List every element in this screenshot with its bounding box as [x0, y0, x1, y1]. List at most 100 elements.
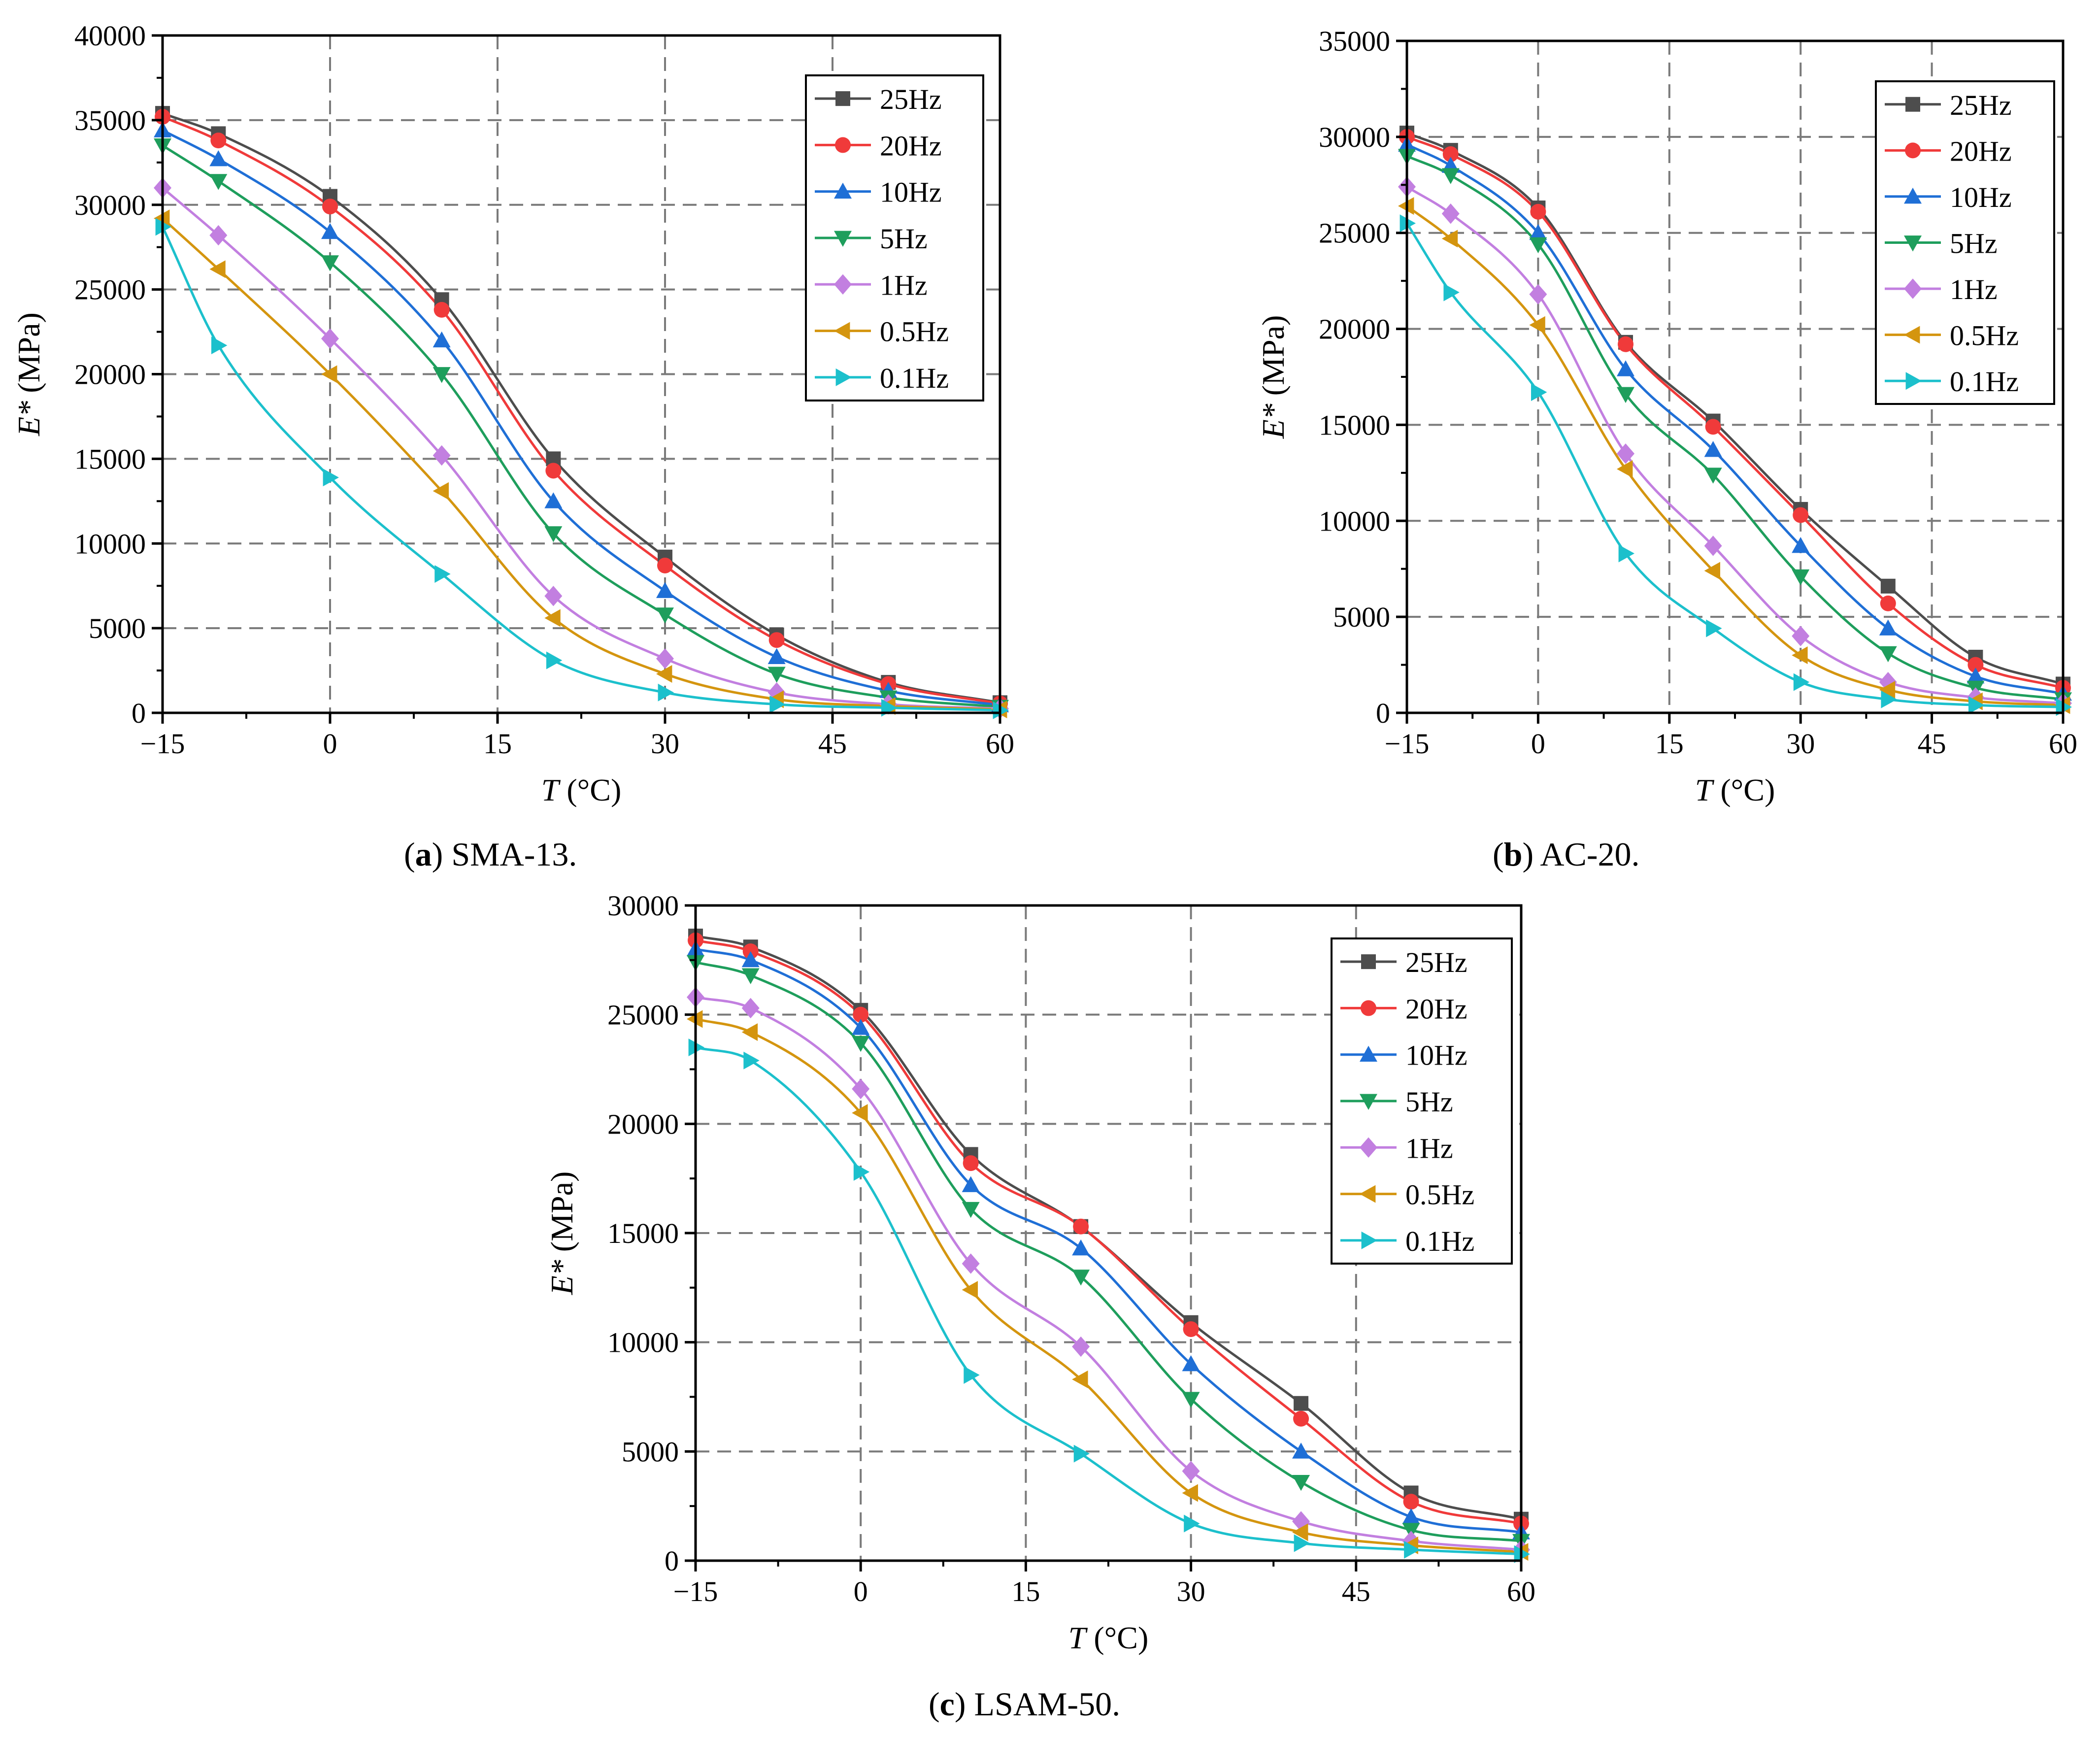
panel-b-point-0.1Hz	[1881, 690, 1897, 708]
panel-b-point-10Hz	[1792, 536, 1810, 553]
panel-a-xtick-label: 45	[818, 728, 847, 760]
panel-b-legend-label: 5Hz	[1950, 228, 1998, 260]
panel-c-xtick-label: 15	[1011, 1575, 1040, 1607]
panel-a-point-1Hz	[544, 586, 563, 606]
panel-c-legend-marker	[1360, 1137, 1377, 1158]
panel-c-xtick-label: 45	[1342, 1575, 1370, 1607]
panel-c-point-0.1Hz	[1404, 1540, 1420, 1559]
panel-a-point-1Hz	[433, 445, 451, 466]
panel-c-point-5Hz	[1292, 1475, 1310, 1491]
panel-b-series-line-1Hz	[1406, 186, 2064, 704]
panel-b-xtick-label: −15	[1385, 728, 1430, 760]
panel-a-legend-marker	[834, 182, 852, 199]
panel-a-point-20Hz	[210, 133, 227, 149]
panel-c-yaxis-label-var: E*	[544, 1260, 579, 1295]
panel-b-point-1Hz	[1704, 535, 1722, 556]
panel-b-ytick-label: 15000	[1319, 409, 1390, 441]
panel-b-point-20Hz	[1618, 336, 1633, 352]
panel-b-xtick-label: 15	[1655, 728, 1684, 760]
panel-c-point-1Hz	[741, 998, 760, 1019]
panel-c-legend-label: 5Hz	[1405, 1086, 1453, 1118]
panel-c-ytick-label: 30000	[607, 890, 679, 922]
panel-a-ytick-label: 25000	[74, 274, 146, 306]
panel-c-ytick-label: 0	[665, 1545, 679, 1577]
panel-a-point-0.1Hz	[769, 695, 786, 713]
panel-b-legend-marker	[1904, 326, 1920, 344]
panel-a-point-1Hz	[209, 225, 228, 246]
panel-c-point-25Hz	[1294, 1396, 1309, 1411]
panel-b-xaxis-label-var: T	[1695, 772, 1715, 807]
panel-a-point-10Hz	[209, 150, 228, 167]
panel-a-yaxis-label: E* (MPa)	[11, 312, 46, 436]
panel-c-xtick-label: 0	[854, 1575, 868, 1607]
panel-a-legend-label: 1Hz	[880, 269, 928, 301]
panel-c-point-10Hz	[1072, 1239, 1090, 1256]
panel-c-point-10Hz	[1182, 1355, 1200, 1371]
panel-a-series-line-0.5Hz	[162, 217, 1000, 711]
panel-b-ytick-label: 35000	[1319, 25, 1390, 57]
panel-b-ytick-label: 5000	[1333, 601, 1390, 633]
panel-b-legend-label: 1Hz	[1950, 273, 1998, 305]
panel-b-point-0.5Hz	[1617, 460, 1633, 478]
panel-c-point-1Hz	[852, 1078, 870, 1100]
panel-c-point-10Hz	[1402, 1508, 1420, 1524]
panel-a-point-10Hz	[321, 223, 339, 239]
panel-a-legend-marker	[834, 322, 850, 340]
panel-b-point-0.5Hz	[1704, 562, 1720, 580]
panel-a-xtick-label: −15	[140, 728, 185, 760]
panel-a-legend-marker	[835, 368, 852, 386]
panel-b-point-5Hz	[1879, 646, 1897, 663]
panel-c-point-5Hz	[1072, 1270, 1090, 1286]
panel-a-point-10Hz	[656, 582, 674, 598]
panel-b-legend-marker	[1905, 142, 1921, 159]
panel-c-ytick-label: 5000	[622, 1436, 679, 1468]
panel-a-caption: (a) SMA-13.	[404, 836, 577, 873]
panel-c-point-20Hz	[1403, 1494, 1419, 1510]
panel-c-legend-label: 1Hz	[1405, 1132, 1453, 1164]
panel-c-point-1Hz	[1182, 1461, 1200, 1481]
panel-b-yaxis-label-var: E*	[1256, 403, 1291, 439]
panel-a-point-20Hz	[768, 632, 785, 648]
panel-b-ytick-label: 20000	[1319, 313, 1390, 345]
panel-a-point-1Hz	[321, 328, 339, 349]
panel-a-point-0.1Hz	[434, 565, 451, 583]
panel-a-point-10Hz	[433, 331, 451, 348]
panel-c-yaxis-label-unit: (MPa)	[544, 1171, 579, 1260]
panel-b-legend: 25Hz 20Hz 10Hz 5Hz 1Hz 0.5Hz 0.1Hz	[1875, 80, 2055, 405]
panel-c-caption-text: LSAM-50.	[966, 1685, 1121, 1723]
panel-b-point-20Hz	[1793, 507, 1809, 523]
panel-a-legend: 25Hz 20Hz 10Hz 5Hz 1Hz 0.5Hz 0.1Hz	[805, 74, 984, 401]
panel-b-point-0.1Hz	[1618, 544, 1634, 563]
panel-c-point-0.1Hz	[1294, 1534, 1310, 1552]
panel-a-yaxis-label-unit: (MPa)	[11, 312, 46, 401]
panel-b-caption: (b) AC-20.	[1493, 836, 1640, 873]
panel-b-caption-letter: b	[1503, 836, 1523, 873]
panel-b-ytick-label: 0	[1376, 697, 1390, 729]
panel-a-point-0.1Hz	[546, 651, 563, 669]
panel-c-point-0.1Hz	[853, 1163, 870, 1181]
panel-c-legend-label: 10Hz	[1405, 1039, 1467, 1071]
panel-b-legend-label: 10Hz	[1950, 181, 2012, 213]
panel-c-point-20Hz	[1183, 1321, 1199, 1337]
panel-b-point-25Hz	[1880, 578, 1896, 594]
panel-c-point-0.5Hz	[1072, 1370, 1088, 1389]
panel-b-legend-marker	[1904, 278, 1922, 299]
panel-b-ytick-label: 10000	[1319, 505, 1390, 537]
panel-c-point-10Hz	[1292, 1442, 1310, 1459]
panel-b-point-0.1Hz	[1531, 383, 1547, 401]
panel-c-point-0.5Hz	[962, 1281, 978, 1299]
panel-a-xaxis-label: T (°C)	[541, 772, 622, 807]
panel-a-point-5Hz	[767, 667, 786, 683]
panel-b-point-10Hz	[1529, 224, 1547, 240]
panel-b-point-0.5Hz	[1792, 646, 1808, 665]
panel-b-point-5Hz	[1617, 387, 1634, 403]
panel-c-ytick-label: 25000	[607, 999, 679, 1031]
panel-b-point-20Hz	[1880, 595, 1896, 611]
panel-c-legend-marker	[1361, 954, 1376, 969]
panel-b-point-0.1Hz	[1968, 696, 1985, 714]
panel-b-series-line-0.1Hz	[1405, 222, 2064, 708]
panel-a-legend-marker	[834, 231, 852, 247]
panel-a-xtick-label: 60	[986, 728, 1014, 760]
panel-c-point-0.5Hz	[1292, 1523, 1308, 1541]
